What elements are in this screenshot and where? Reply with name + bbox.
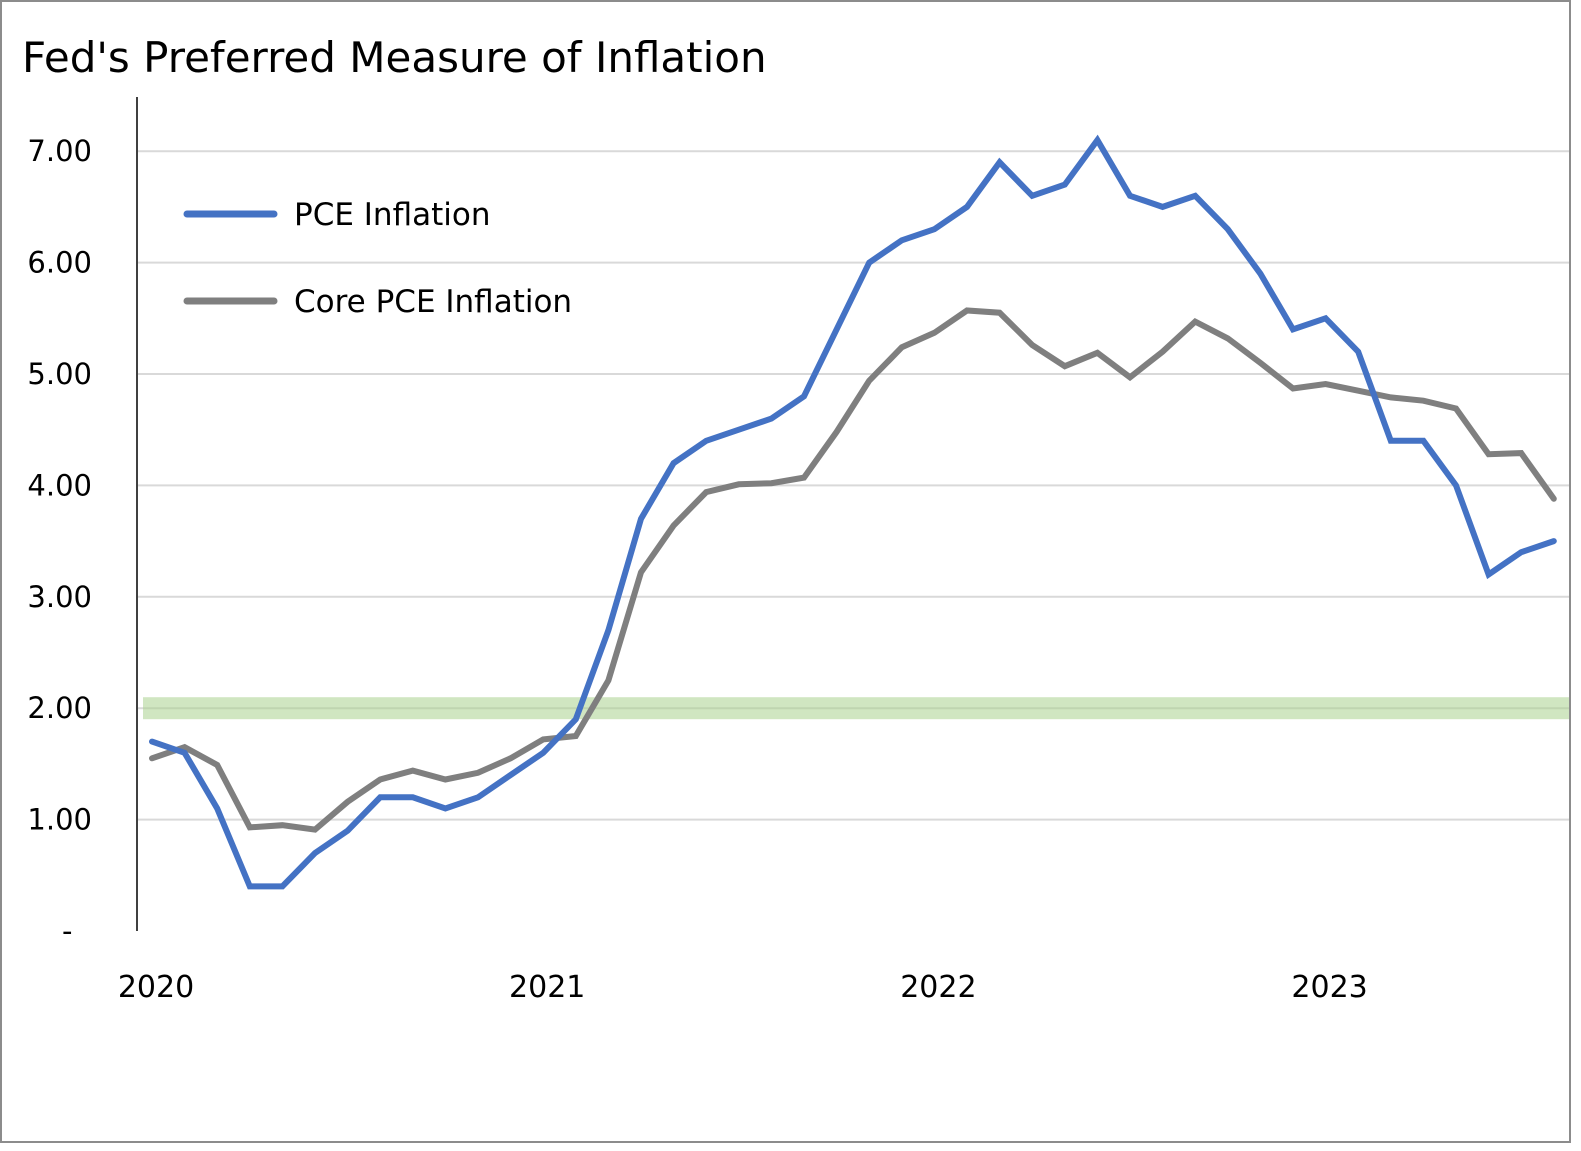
y-tick-label: 4.00 [27,468,92,502]
legend-label: Core PCE Inflation [294,284,572,320]
gridlines [137,150,1569,821]
x-tick-label: 2022 [900,970,976,1005]
y-tick-label: 2.00 [27,691,92,725]
legend-label: PCE Inflation [294,197,490,233]
target-band [143,697,1569,720]
legend: PCE Inflation Core PCE Inflation [183,197,572,320]
y-tick-labels: - 1.00 2.00 3.00 4.00 5.00 6.00 7.00 [27,134,92,948]
y-tick-label: 3.00 [27,580,92,614]
y-tick-label: 6.00 [27,246,92,280]
x-tick-label: 2020 [118,970,194,1005]
chart-title: Fed's Preferred Measure of Inflation [22,33,767,82]
y-tick-label: 5.00 [27,357,92,391]
series-line-pce-inflation [149,134,1557,890]
x-tick-label: 2023 [1291,970,1367,1005]
y-tick-label: - [62,914,72,948]
y-tick-label: 7.00 [27,134,92,168]
target-band-layer [143,697,1569,720]
x-tick-labels: 2020 2021 2022 2023 [118,970,1368,1005]
y-tick-label: 1.00 [27,803,92,837]
series-lines [149,134,1557,890]
x-tick-label: 2021 [509,970,585,1005]
series-line-core-pce-inflation [149,307,1557,833]
